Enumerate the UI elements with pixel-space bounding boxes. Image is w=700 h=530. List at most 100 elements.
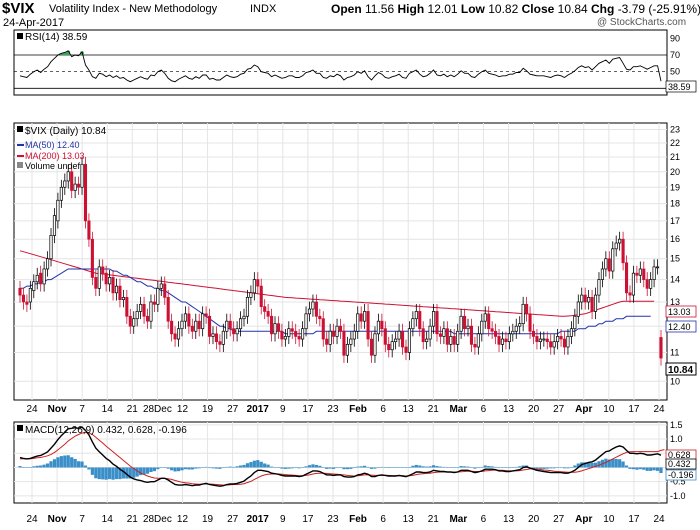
macd-histogram-bar <box>176 467 181 472</box>
candle-body <box>494 330 498 337</box>
candle-body <box>218 341 222 345</box>
x-tick-label: 27 <box>227 404 239 415</box>
x-tick-label: 23 <box>327 404 339 415</box>
macd-histogram-bar <box>63 455 67 468</box>
candle-body <box>576 301 580 317</box>
macd-x-tick-label: 9 <box>280 514 286 525</box>
rsi-line <box>19 50 662 83</box>
candle-body <box>359 313 363 322</box>
macd-histogram-bar <box>359 466 363 468</box>
macd-histogram-bar <box>659 467 663 474</box>
price-axis-label: 15 <box>670 254 680 264</box>
macd-histogram-bar <box>573 465 577 468</box>
candle-body <box>180 320 184 330</box>
svg-text:13.03: 13.03 <box>668 307 691 317</box>
candle-body <box>394 338 398 343</box>
x-tick-label: 10 <box>603 404 615 415</box>
macd-x-tick-label: 7 <box>79 514 85 525</box>
candle-body <box>659 337 663 359</box>
volume-legend-text: Volume undef <box>25 161 81 171</box>
candle-body <box>121 297 125 301</box>
x-tick-label: 2017 <box>247 404 270 415</box>
macd-histogram-bar <box>108 467 112 480</box>
macd-x-tick-label: 24 <box>26 514 38 525</box>
axis-labels: 24 24 Nov Nov 7 7 14 14 21 21 28Dec 28Dec 12 12 19 19 27… <box>26 33 685 525</box>
candle-body <box>545 338 549 343</box>
macd-x-tick-label: 12 <box>177 514 189 525</box>
candle-body <box>335 325 339 337</box>
macd-histogram-bar <box>456 467 460 468</box>
candle-body <box>438 333 442 337</box>
candle-body <box>125 297 129 317</box>
candle-body <box>304 313 308 330</box>
candle-body <box>628 292 632 296</box>
macd-histogram-bar <box>173 467 177 472</box>
price-layer <box>18 156 663 366</box>
candle-body <box>459 315 463 332</box>
candle-body <box>600 268 604 280</box>
candle-body <box>521 303 525 325</box>
candle-body <box>435 311 439 335</box>
candle-body <box>518 323 522 327</box>
candle-body <box>187 313 191 327</box>
macd-histogram-bar <box>197 467 201 469</box>
macd-histogram-bar <box>376 467 381 468</box>
price-axis-label: 18 <box>670 199 680 209</box>
close-label: Close <box>521 2 555 16</box>
candle-body <box>39 272 43 285</box>
candle-body <box>52 215 57 236</box>
candle-body <box>42 268 46 285</box>
macd-histogram-bar <box>242 464 246 468</box>
macd-histogram-bar <box>194 467 198 469</box>
candle-body <box>245 297 250 317</box>
macd-histogram-bar <box>35 465 39 468</box>
macd-histogram-bar <box>593 462 598 468</box>
macd-axis-label: -1.0 <box>670 491 686 501</box>
candle-body <box>97 266 101 289</box>
macd-histogram-bar <box>328 467 332 469</box>
macd-histogram-bar <box>300 467 305 468</box>
candle-body <box>583 294 587 303</box>
rsi-legend-icon <box>17 33 23 39</box>
macd-histogram-bar <box>125 467 129 479</box>
candle-body <box>480 320 484 335</box>
macd-histogram-bar <box>452 467 456 469</box>
x-tick-label: Feb <box>349 404 367 415</box>
rsi-axis-label: 90 <box>670 33 680 43</box>
macd-histogram-bar <box>652 467 656 471</box>
macd-histogram-bar <box>394 467 398 468</box>
candle-body <box>604 258 608 270</box>
candle-body <box>397 330 401 340</box>
macd-x-tick-label: 17 <box>628 514 640 525</box>
candle-body <box>70 171 74 191</box>
candle-body <box>263 306 267 312</box>
candle-body <box>631 272 635 296</box>
x-tick-label: Nov <box>48 404 67 415</box>
candle-body <box>204 313 208 317</box>
macd-histogram-bar <box>521 465 525 468</box>
candle-body <box>152 301 156 305</box>
candle-body <box>297 336 301 340</box>
chg-value: -3.79 (-25.91%) <box>617 2 700 16</box>
candle-body <box>345 343 349 356</box>
macd-histogram-bar <box>145 467 150 474</box>
macd-histogram-bar <box>73 458 77 468</box>
candle-body <box>500 338 505 345</box>
macd-histogram-bar <box>101 467 105 480</box>
macd-x-tick-label: 21 <box>428 514 440 525</box>
candle-body <box>525 303 529 315</box>
candle-body <box>597 279 601 296</box>
macd-histogram-bar <box>170 467 174 471</box>
candle-body <box>18 287 22 296</box>
macd-histogram-bar <box>121 467 125 479</box>
macd-histogram-bar <box>45 463 50 468</box>
macd-histogram-bar <box>487 466 491 468</box>
candle-body <box>587 297 591 303</box>
ma200-value-tag: 13.03 <box>665 305 697 318</box>
macd-histogram-bar <box>411 465 415 468</box>
candle-body <box>369 338 374 356</box>
candle-body <box>149 301 153 322</box>
macd-x-tick-label: 17 <box>302 514 314 525</box>
candle-body <box>273 323 277 335</box>
candle-body <box>201 313 205 330</box>
